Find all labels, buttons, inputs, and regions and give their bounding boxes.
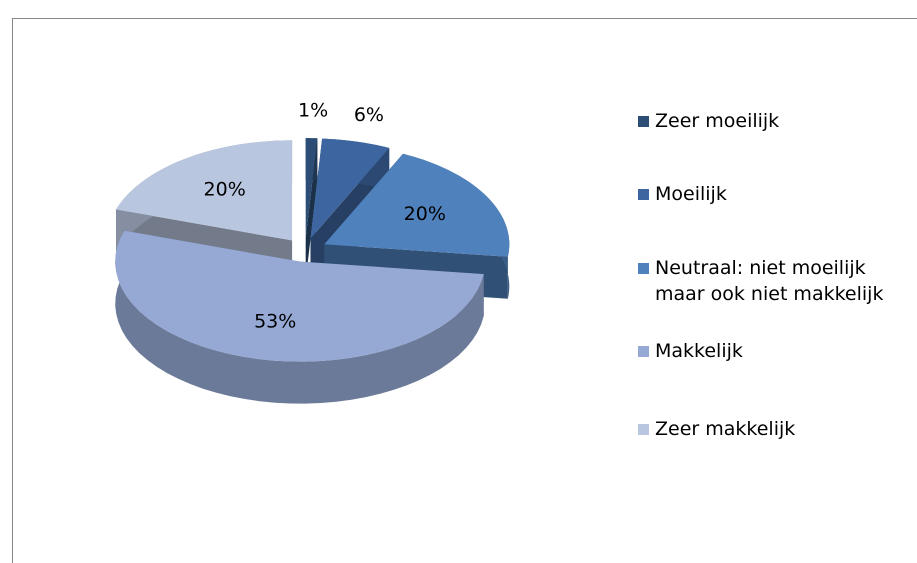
data-label: 1% <box>298 100 328 122</box>
slice <box>305 138 318 239</box>
legend-item: Zeer moeilijk <box>638 108 779 134</box>
data-label: 20% <box>204 179 246 201</box>
legend-swatch <box>638 189 649 200</box>
data-label: 20% <box>404 203 446 225</box>
slice <box>115 230 484 362</box>
data-label: 53% <box>254 311 296 333</box>
legend-item: Makkelijk <box>638 338 743 364</box>
legend-label: Makkelijk <box>655 340 743 362</box>
legend-item: Moeilijk <box>638 181 727 207</box>
slice <box>324 153 510 257</box>
slice <box>310 138 390 239</box>
legend-swatch <box>638 263 649 274</box>
slice <box>116 140 293 241</box>
legend-label: Zeer moeilijk <box>655 110 780 132</box>
pie: 1% 6% 20% 53% 20% <box>115 100 510 404</box>
slice-side <box>115 230 484 404</box>
legend-label: Zeer makkelijk <box>655 418 796 440</box>
legend-swatch <box>638 116 649 127</box>
legend-label: Neutraal: niet moeilijk maar ook niet ma… <box>655 257 884 305</box>
legend-label: Moeilijk <box>655 183 727 205</box>
legend-swatch <box>638 346 649 357</box>
data-label: 6% <box>354 104 384 126</box>
legend-swatch <box>638 424 649 435</box>
legend-item: Zeer makkelijk <box>638 416 795 442</box>
legend-item: Neutraal: niet moeilijk maar ook niet ma… <box>638 255 913 307</box>
